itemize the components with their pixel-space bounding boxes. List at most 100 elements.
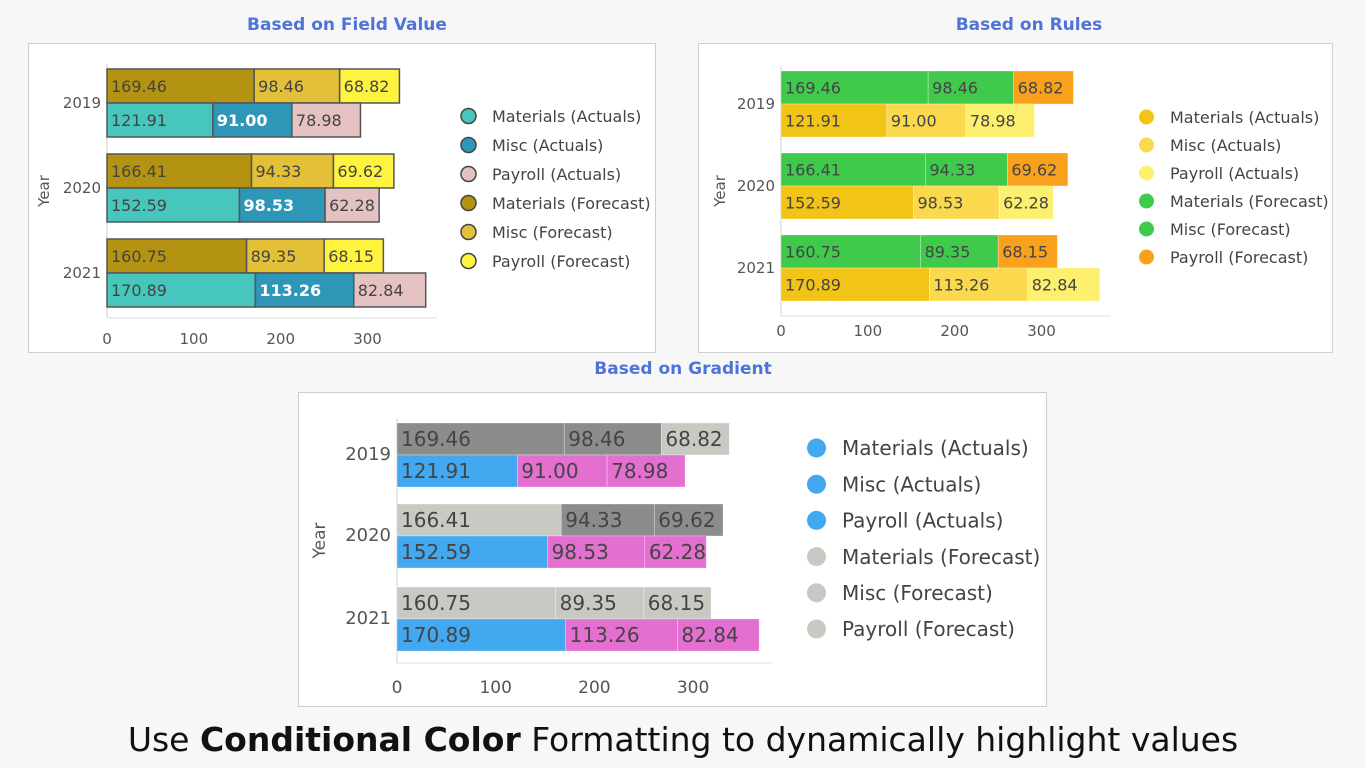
legend-marker	[1139, 193, 1154, 209]
bar-segment	[780, 103, 888, 138]
data-label: 166.41	[401, 508, 471, 532]
x-tick-label: 200	[266, 330, 295, 348]
legend-label: Misc (Forecast)	[492, 223, 613, 242]
bar-segment	[920, 234, 999, 269]
legend-label: Payroll (Actuals)	[492, 165, 621, 184]
chart-rules: 0 100 200 300 Year 2019 169.46 98.46 68.82 121.91…	[711, 66, 1329, 340]
legend-marker	[1139, 137, 1154, 153]
data-label: 91.00	[891, 111, 937, 130]
y-axis-label: Year	[310, 522, 330, 559]
bar-segment	[106, 187, 241, 223]
legend-marker	[807, 510, 826, 530]
legend-marker	[460, 252, 477, 270]
bar-segment	[780, 152, 926, 187]
bar-segment	[1013, 70, 1074, 105]
bar-segment	[106, 102, 214, 138]
data-label: 113.26	[570, 623, 640, 647]
bar-segment	[677, 618, 760, 652]
legend-label: Misc (Forecast)	[842, 581, 993, 605]
bar-segment	[396, 618, 566, 652]
bar-segment	[1007, 152, 1069, 187]
chart-title-gradient: Based on Gradient	[594, 359, 772, 379]
data-label: 69.62	[1011, 160, 1057, 179]
data-label: 98.53	[918, 193, 964, 212]
legend-label: Materials (Actuals)	[1170, 108, 1319, 127]
bar-segment	[396, 586, 556, 620]
data-label: 69.62	[658, 508, 715, 532]
bar-segment	[780, 70, 929, 105]
data-label: 160.75	[401, 591, 471, 615]
data-label: 68.15	[648, 591, 705, 615]
data-label: 98.53	[552, 540, 609, 564]
bar-segment	[925, 152, 1008, 187]
bar-segment	[565, 618, 678, 652]
data-label: 121.91	[401, 459, 471, 483]
bar-segment	[1027, 267, 1101, 302]
legend-marker	[1139, 165, 1154, 181]
x-tick-label: 100	[180, 330, 209, 348]
legend-label: Payroll (Actuals)	[1170, 164, 1299, 183]
legend-label: Payroll (Forecast)	[1170, 248, 1308, 267]
legend-marker	[460, 107, 477, 125]
data-label: 62.28	[1003, 193, 1049, 212]
bar-segment	[927, 70, 1014, 105]
bar-segment	[547, 535, 646, 569]
legend-label: Misc (Actuals)	[492, 136, 603, 155]
data-label: 152.59	[111, 196, 167, 215]
bar-segment	[661, 422, 730, 456]
legend-marker	[807, 583, 826, 603]
bar-segment	[323, 238, 385, 274]
bar-segment	[997, 234, 1058, 269]
chart-panel-field-value: 0 100 200 300 Year 2019 169.46 98.46 68.82 121.91…	[28, 43, 656, 353]
x-tick-label: 0	[392, 678, 403, 698]
data-label: 94.33	[565, 508, 622, 532]
bar-segment	[998, 185, 1054, 220]
data-label: 89.35	[251, 247, 297, 266]
y-tick-label: 2020	[345, 525, 391, 546]
legend-label: Misc (Actuals)	[842, 472, 981, 496]
legend-marker	[1139, 221, 1154, 237]
caption: Use Conditional Color Formatting to dyna…	[0, 720, 1366, 759]
data-label: 68.15	[328, 247, 374, 266]
bar-segment	[606, 454, 686, 488]
caption-prefix: Use	[127, 720, 200, 759]
bar-segment	[643, 586, 712, 620]
data-label: 160.75	[785, 242, 841, 261]
data-label: 91.00	[521, 459, 578, 483]
data-label: 152.59	[785, 193, 841, 212]
bar-segment	[396, 503, 562, 537]
y-axis-label: Year	[711, 174, 729, 208]
bar-segment	[338, 68, 401, 104]
y-tick-label: 2019	[63, 94, 101, 112]
data-label: 98.53	[244, 196, 295, 215]
data-label: 94.33	[930, 160, 976, 179]
legend-marker	[1139, 249, 1154, 265]
chart-title-rules: Based on Rules	[955, 15, 1103, 35]
x-tick-label: 0	[102, 330, 112, 348]
chart-panel-rules: 0 100 200 300 Year 2019 169.46 98.46 68.82 121.91…	[698, 43, 1333, 353]
x-tick-label: 200	[578, 678, 610, 698]
chart-field-value: 0 100 200 300 Year 2019 169.46 98.46 68.82 121.91…	[35, 64, 651, 348]
data-label: 82.84	[358, 281, 404, 300]
data-label: 98.46	[568, 427, 625, 451]
data-label: 69.62	[337, 162, 383, 181]
data-label: 68.82	[344, 77, 390, 96]
data-label: 68.82	[665, 427, 722, 451]
bar-segment	[106, 272, 257, 308]
bar-segment	[780, 185, 914, 220]
legend-marker	[460, 136, 477, 154]
data-label: 68.82	[1018, 78, 1064, 97]
y-tick-label: 2020	[63, 179, 101, 197]
legend-label: Materials (Actuals)	[842, 436, 1029, 460]
x-tick-label: 300	[677, 678, 709, 698]
legend-marker	[807, 619, 826, 639]
bar-segment	[654, 503, 724, 537]
data-label: 170.89	[111, 281, 167, 300]
y-tick-label: 2019	[345, 444, 391, 465]
legend-marker	[460, 223, 477, 241]
data-label: 170.89	[785, 275, 841, 294]
bar-segment	[291, 102, 362, 138]
data-label: 121.91	[785, 111, 841, 130]
data-label: 89.35	[560, 591, 617, 615]
y-tick-label: 2021	[345, 608, 391, 629]
